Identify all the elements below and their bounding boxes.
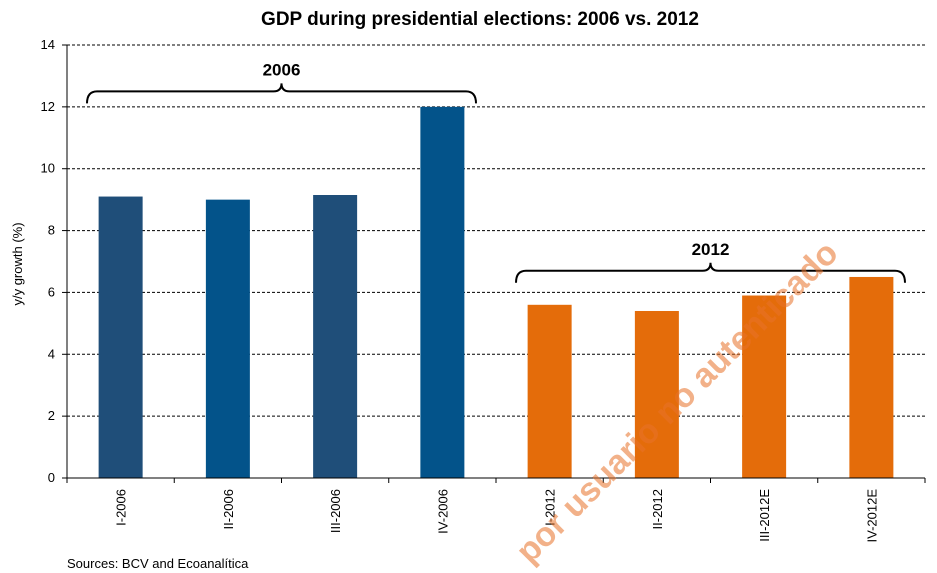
y-tick-label: 6	[48, 284, 55, 299]
x-tick-label: II-2012	[650, 489, 665, 529]
x-tick-label: II-2006	[221, 489, 236, 529]
y-tick-label: 14	[41, 37, 55, 52]
y-tick-label: 12	[41, 99, 55, 114]
axes	[62, 44, 926, 483]
x-tick-label: I-2006	[114, 489, 129, 526]
x-tick-label: III-2006	[328, 489, 343, 533]
chart-title: GDP during presidential elections: 2006 …	[261, 9, 699, 30]
y-tick-label: 10	[41, 161, 55, 176]
x-tick-label: III-2012E	[757, 489, 772, 542]
bars	[98, 106, 894, 479]
bar-iii-2006	[313, 195, 358, 478]
y-tick-label: 4	[48, 346, 55, 361]
bar-i-2012	[527, 304, 572, 478]
bracket-2006	[86, 83, 477, 104]
y-tick-label: 0	[48, 470, 55, 485]
x-tick-label: IV-2006	[435, 489, 450, 534]
x-tick-labels: I-2006 II-2006 III-2006 IV-2006 I-2012 II-201…	[114, 489, 880, 543]
bar-ii-2012	[634, 310, 679, 478]
bracket-2012	[515, 262, 906, 283]
bar-iv-2006	[420, 106, 465, 478]
group-label-2006: 2006	[263, 60, 301, 79]
y-tick-label: 8	[48, 223, 55, 238]
bar-iv-2012e	[849, 276, 894, 478]
source-note: Sources: BCV and Ecoanalítica	[67, 556, 249, 571]
bar-iii-2012e	[742, 295, 787, 478]
bar-ii-2006	[205, 199, 250, 478]
bar-i-2006	[98, 196, 143, 479]
y-axis-label: y/y growth (%)	[10, 222, 25, 305]
group-brackets: 2006 2012	[86, 60, 906, 283]
y-tick-labels: 0 2 4 6 8 10 12 14	[41, 37, 55, 485]
y-tick-label: 2	[48, 408, 55, 423]
x-tick-label: IV-2012E	[864, 489, 879, 543]
group-label-2012: 2012	[692, 240, 730, 259]
x-tick-label: I-2012	[543, 489, 558, 526]
gridlines	[67, 44, 925, 417]
